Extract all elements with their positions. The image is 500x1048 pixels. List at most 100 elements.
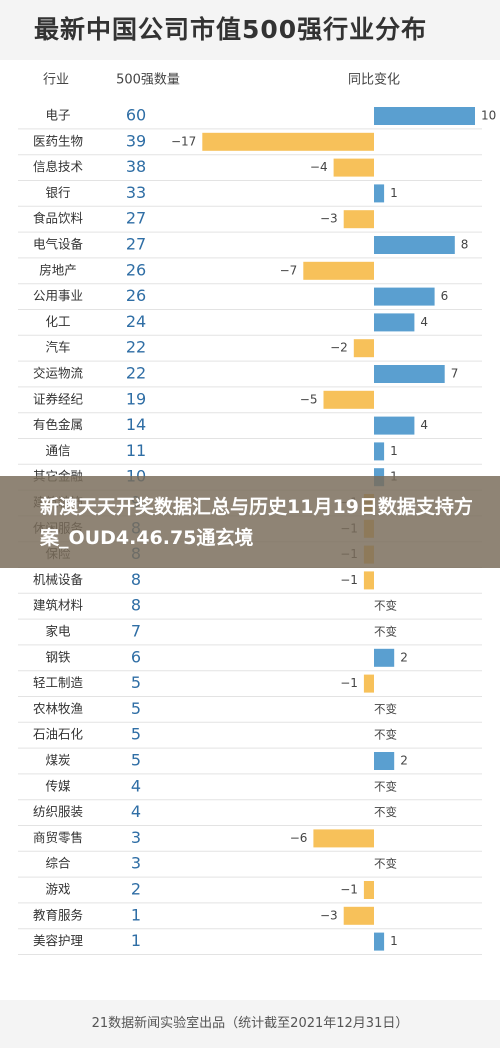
- change-label: −2: [330, 341, 348, 355]
- industry-label: 综合: [45, 856, 71, 871]
- industry-label: 游戏: [45, 882, 70, 897]
- industry-label: 钢铁: [45, 649, 71, 664]
- count-value: 5: [131, 725, 141, 744]
- change-label: −3: [320, 908, 338, 922]
- industry-label: 纺织服装: [33, 804, 83, 819]
- industry-label: 电子: [45, 108, 70, 123]
- change-label: −17: [171, 134, 196, 148]
- change-label: −6: [290, 831, 308, 845]
- change-bar: [202, 132, 374, 151]
- change-label: 1: [390, 186, 398, 200]
- change-label: −3: [320, 212, 338, 226]
- change-bar: [353, 339, 374, 358]
- industry-label: 家电: [45, 624, 71, 639]
- change-bar: [343, 906, 374, 925]
- count-value: 5: [131, 673, 141, 692]
- change-bar: [374, 313, 415, 332]
- count-value: 14: [126, 415, 146, 434]
- count-value: 3: [131, 828, 141, 847]
- count-value: 39: [126, 131, 146, 150]
- change-bar: [374, 416, 415, 435]
- change-label: 6: [441, 289, 449, 303]
- industry-label: 医药生物: [33, 133, 83, 148]
- industry-label: 通信: [45, 443, 70, 458]
- change-label: 8: [461, 238, 469, 252]
- count-value: 26: [126, 260, 146, 279]
- count-value: 4: [131, 802, 141, 821]
- change-label: −4: [310, 160, 328, 174]
- change-bar: [374, 365, 445, 383]
- change-bar: [363, 674, 374, 693]
- count-value: 5: [131, 699, 141, 718]
- change-label: 不变: [374, 728, 397, 742]
- count-value: 27: [126, 235, 146, 254]
- count-value: 19: [126, 389, 146, 408]
- change-label: 4: [420, 315, 428, 329]
- change-bar: [374, 648, 395, 667]
- count-value: 26: [126, 286, 146, 305]
- change-bar: [374, 107, 475, 125]
- industry-label: 电气设备: [33, 237, 84, 252]
- change-label: 1: [390, 934, 398, 948]
- count-value: 1: [131, 931, 141, 950]
- count-value: 22: [126, 364, 146, 383]
- industry-label: 煤炭: [45, 753, 70, 768]
- chart-title: 最新中国公司市值500强行业分布: [0, 0, 500, 60]
- change-bar: [374, 442, 385, 461]
- count-value: 60: [126, 106, 146, 125]
- change-bar: [374, 287, 435, 306]
- industry-label: 轻工制造: [33, 675, 84, 690]
- count-value: 38: [126, 157, 146, 176]
- change-bar: [323, 390, 374, 409]
- change-label: 2: [400, 754, 408, 768]
- header-change: 同比变化: [348, 72, 400, 88]
- change-bar: [374, 932, 385, 951]
- industry-label: 机械设备: [33, 572, 84, 587]
- header-count: 500强数量: [116, 73, 180, 88]
- count-value: 8: [131, 596, 141, 615]
- count-value: 27: [126, 209, 146, 228]
- change-label: 不变: [374, 702, 397, 716]
- chart-footer: 21数据新闻实验室出品（统计截至2021年12月31日）: [0, 1000, 500, 1048]
- count-value: 11: [126, 441, 146, 460]
- industry-label: 化工: [45, 314, 70, 329]
- change-label: 不变: [374, 599, 397, 613]
- change-label: 1: [390, 444, 398, 458]
- change-label: 不变: [374, 779, 397, 793]
- change-bar: [374, 184, 385, 203]
- change-label: −5: [300, 392, 318, 406]
- count-value: 8: [131, 570, 141, 589]
- industry-label: 建筑材料: [33, 598, 84, 613]
- industry-label: 汽车: [45, 340, 70, 355]
- count-value: 7: [131, 622, 141, 641]
- industry-label: 房地产: [39, 262, 77, 277]
- change-label: 7: [451, 367, 459, 381]
- industry-label: 交运物流: [33, 366, 84, 381]
- change-label: 不变: [374, 857, 397, 871]
- change-label: −1: [340, 883, 358, 897]
- industry-label: 美容护理: [33, 933, 84, 948]
- industry-label: 传媒: [45, 778, 71, 793]
- change-label: −1: [340, 676, 358, 690]
- change-label: 不变: [374, 805, 397, 819]
- industry-label: 证券经纪: [33, 391, 84, 406]
- change-label: 不变: [374, 625, 397, 639]
- count-value: 22: [126, 338, 146, 357]
- industry-label: 食品饮料: [33, 211, 84, 226]
- count-value: 1: [131, 905, 141, 924]
- industry-label: 教育服务: [33, 907, 83, 922]
- change-label: −7: [280, 263, 298, 277]
- count-value: 3: [131, 854, 141, 873]
- change-bar: [374, 236, 455, 254]
- change-label: 4: [420, 418, 428, 432]
- count-value: 24: [126, 312, 146, 331]
- change-label: 10: [481, 109, 496, 123]
- change-bar: [333, 158, 374, 177]
- count-value: 5: [131, 751, 141, 770]
- count-value: 33: [126, 183, 146, 202]
- change-label: −1: [340, 573, 358, 587]
- change-bar: [303, 261, 374, 280]
- industry-label: 商贸零售: [33, 830, 83, 845]
- change-bar: [363, 881, 374, 899]
- change-label: 2: [400, 650, 408, 664]
